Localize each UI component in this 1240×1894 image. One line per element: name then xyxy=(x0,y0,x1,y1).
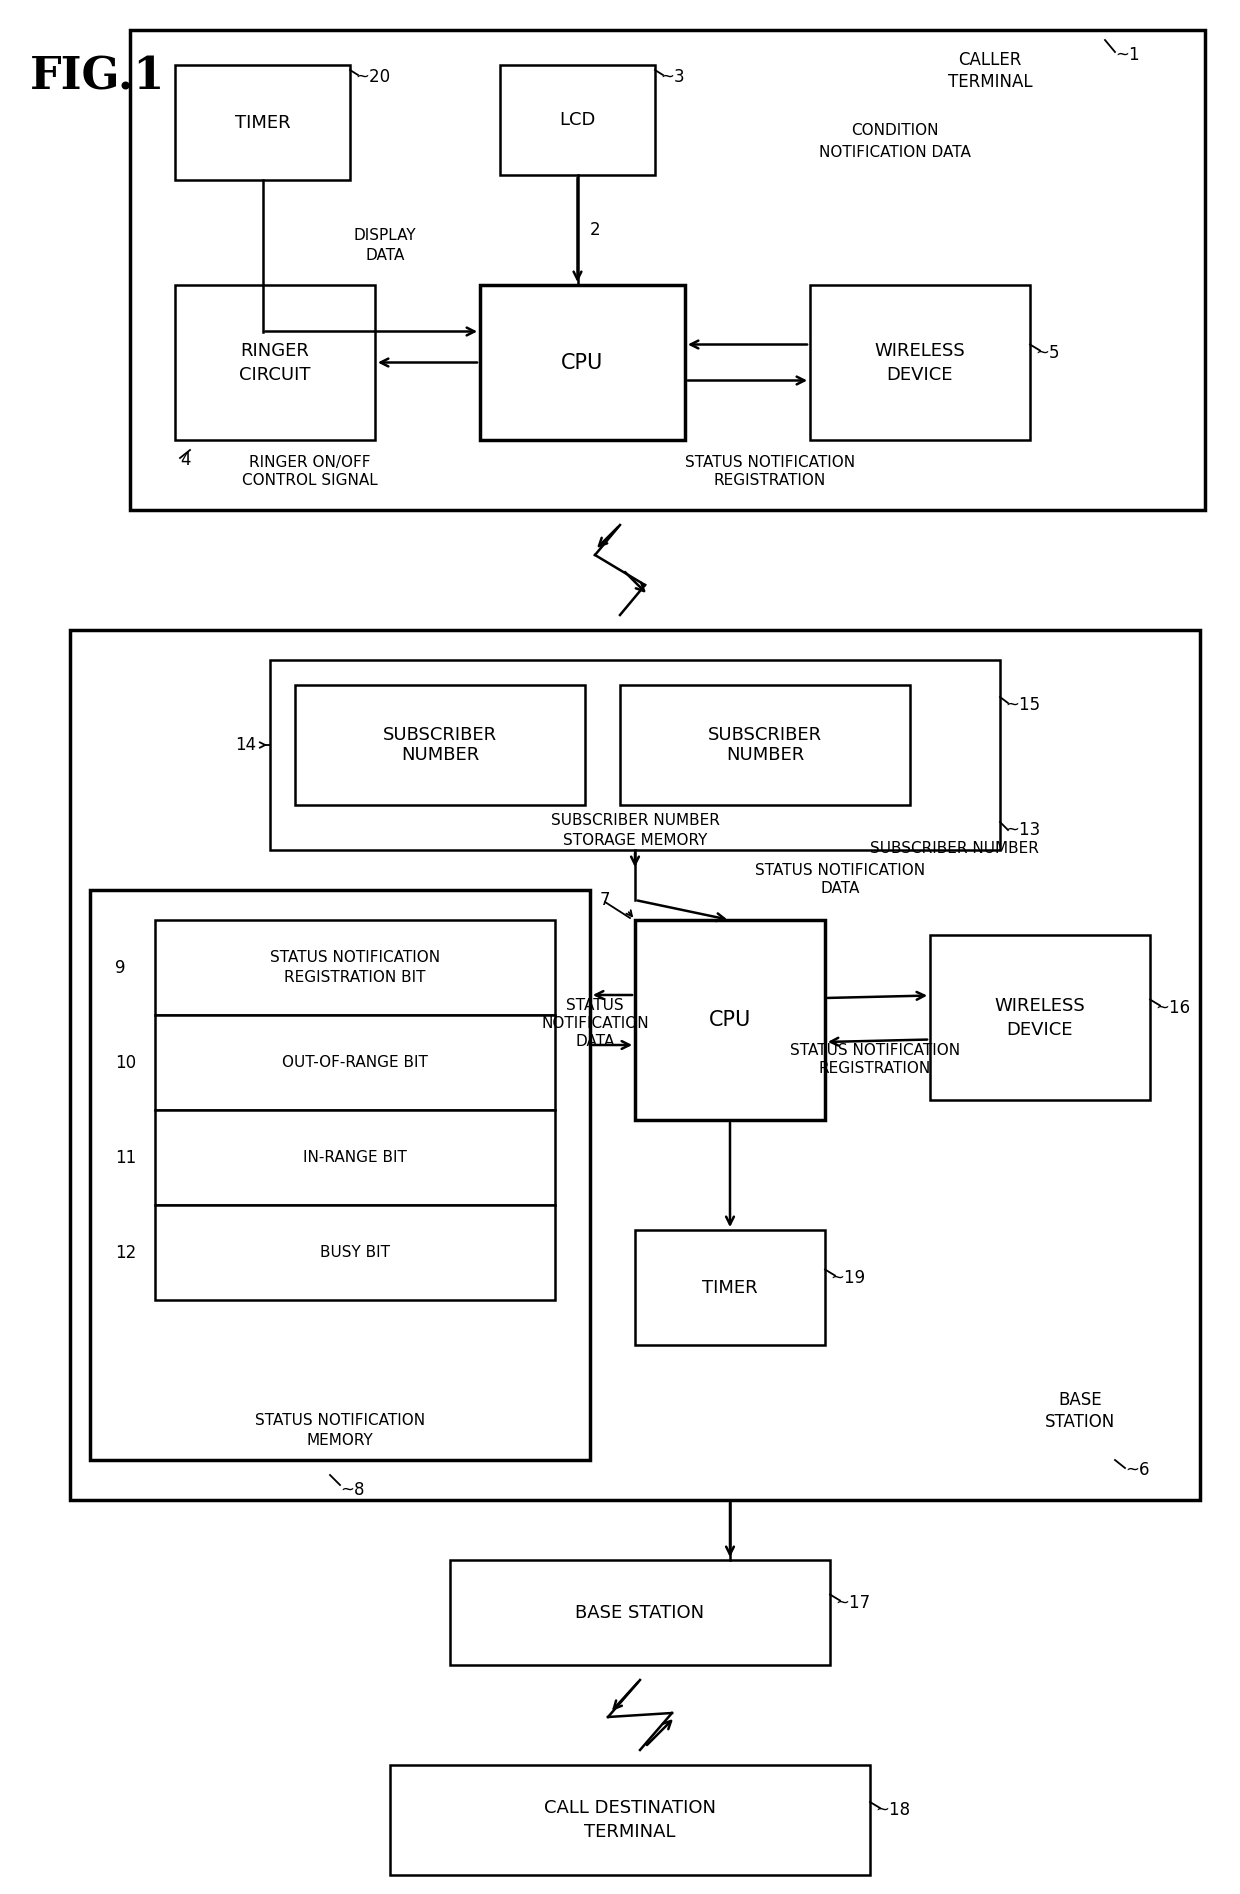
Text: 7: 7 xyxy=(600,890,610,909)
Text: WIRELESS: WIRELESS xyxy=(874,341,966,360)
Text: 2: 2 xyxy=(589,222,600,239)
Text: CONDITION: CONDITION xyxy=(851,123,939,138)
Text: SUBSCRIBER: SUBSCRIBER xyxy=(708,725,822,744)
Text: CIRCUIT: CIRCUIT xyxy=(239,366,311,383)
Bar xyxy=(635,920,825,1119)
Text: ~5: ~5 xyxy=(1035,343,1059,362)
Text: BASE: BASE xyxy=(1058,1390,1102,1409)
Text: NUMBER: NUMBER xyxy=(725,746,804,763)
Bar xyxy=(810,284,1030,439)
Text: CALLER: CALLER xyxy=(959,51,1022,68)
Text: ~1: ~1 xyxy=(1115,45,1140,64)
Text: WIRELESS: WIRELESS xyxy=(994,996,1085,1015)
Text: TIMER: TIMER xyxy=(702,1278,758,1297)
Text: BUSY BIT: BUSY BIT xyxy=(320,1244,391,1260)
Text: ~13: ~13 xyxy=(1004,820,1040,839)
Text: REGISTRATION: REGISTRATION xyxy=(714,472,826,487)
Text: CPU: CPU xyxy=(709,1010,751,1030)
Text: RINGER ON/OFF: RINGER ON/OFF xyxy=(249,455,371,470)
Bar xyxy=(69,631,1200,1500)
Text: SUBSCRIBER NUMBER: SUBSCRIBER NUMBER xyxy=(870,841,1039,856)
Text: FIG.1: FIG.1 xyxy=(30,55,165,98)
Text: STATUS: STATUS xyxy=(567,998,624,1013)
Bar xyxy=(155,1205,556,1299)
Text: 12: 12 xyxy=(115,1244,136,1261)
Bar xyxy=(295,686,585,805)
Bar xyxy=(500,64,655,174)
Bar xyxy=(91,890,590,1460)
Text: ~17: ~17 xyxy=(835,1593,870,1612)
Bar xyxy=(155,1110,556,1205)
Text: STATION: STATION xyxy=(1045,1413,1115,1432)
Text: CPU: CPU xyxy=(562,352,604,373)
Text: IN-RANGE BIT: IN-RANGE BIT xyxy=(303,1150,407,1165)
Text: DATA: DATA xyxy=(366,248,404,263)
Text: 10: 10 xyxy=(115,1053,136,1072)
Text: NOTIFICATION DATA: NOTIFICATION DATA xyxy=(820,144,971,159)
Bar xyxy=(130,30,1205,509)
Text: CALL DESTINATION: CALL DESTINATION xyxy=(544,1799,715,1816)
Text: REGISTRATION BIT: REGISTRATION BIT xyxy=(284,970,425,985)
Text: STATUS NOTIFICATION: STATUS NOTIFICATION xyxy=(270,951,440,966)
Text: ~20: ~20 xyxy=(355,68,391,85)
Text: CONTROL SIGNAL: CONTROL SIGNAL xyxy=(242,472,378,487)
Text: DATA: DATA xyxy=(821,881,859,896)
Text: SUBSCRIBER NUMBER: SUBSCRIBER NUMBER xyxy=(551,813,719,828)
Text: NUMBER: NUMBER xyxy=(401,746,479,763)
Text: DEVICE: DEVICE xyxy=(1007,1021,1074,1038)
Text: ~18: ~18 xyxy=(875,1801,910,1818)
Text: 11: 11 xyxy=(115,1148,136,1167)
Text: NOTIFICATION: NOTIFICATION xyxy=(541,1015,649,1030)
Bar xyxy=(480,284,684,439)
Text: LCD: LCD xyxy=(559,112,595,129)
Text: 9: 9 xyxy=(115,958,125,977)
Bar xyxy=(391,1765,870,1875)
Text: RINGER: RINGER xyxy=(241,341,310,360)
Text: SUBSCRIBER: SUBSCRIBER xyxy=(383,725,497,744)
Bar xyxy=(450,1561,830,1665)
Bar xyxy=(175,284,374,439)
Bar xyxy=(620,686,910,805)
Text: ~8: ~8 xyxy=(340,1481,365,1498)
Text: BASE STATION: BASE STATION xyxy=(575,1604,704,1621)
Text: STATUS NOTIFICATION: STATUS NOTIFICATION xyxy=(755,862,925,877)
Text: STATUS NOTIFICATION: STATUS NOTIFICATION xyxy=(684,455,856,470)
Text: 4: 4 xyxy=(180,451,191,470)
Text: TERMINAL: TERMINAL xyxy=(584,1824,676,1841)
Text: ~6: ~6 xyxy=(1125,1460,1149,1479)
Bar xyxy=(930,936,1149,1100)
Bar xyxy=(635,1229,825,1345)
Text: MEMORY: MEMORY xyxy=(306,1432,373,1447)
Text: ~15: ~15 xyxy=(1004,695,1040,714)
Text: ~16: ~16 xyxy=(1154,998,1190,1017)
Text: DEVICE: DEVICE xyxy=(887,366,954,383)
Bar xyxy=(175,64,350,180)
Text: DATA: DATA xyxy=(575,1034,615,1049)
Text: ~3: ~3 xyxy=(660,68,684,85)
Text: TIMER: TIMER xyxy=(234,114,290,131)
Text: STORAGE MEMORY: STORAGE MEMORY xyxy=(563,833,707,847)
Text: REGISTRATION: REGISTRATION xyxy=(818,1061,931,1076)
Text: STATUS NOTIFICATION: STATUS NOTIFICATION xyxy=(255,1413,425,1428)
Bar xyxy=(155,920,556,1015)
Bar xyxy=(155,1015,556,1110)
Text: 14: 14 xyxy=(236,737,257,754)
Bar xyxy=(270,659,999,850)
Text: TERMINAL: TERMINAL xyxy=(947,74,1033,91)
Text: OUT-OF-RANGE BIT: OUT-OF-RANGE BIT xyxy=(281,1055,428,1070)
Text: ~19: ~19 xyxy=(830,1269,866,1286)
Text: STATUS NOTIFICATION: STATUS NOTIFICATION xyxy=(790,1042,960,1057)
Text: DISPLAY: DISPLAY xyxy=(353,227,417,242)
